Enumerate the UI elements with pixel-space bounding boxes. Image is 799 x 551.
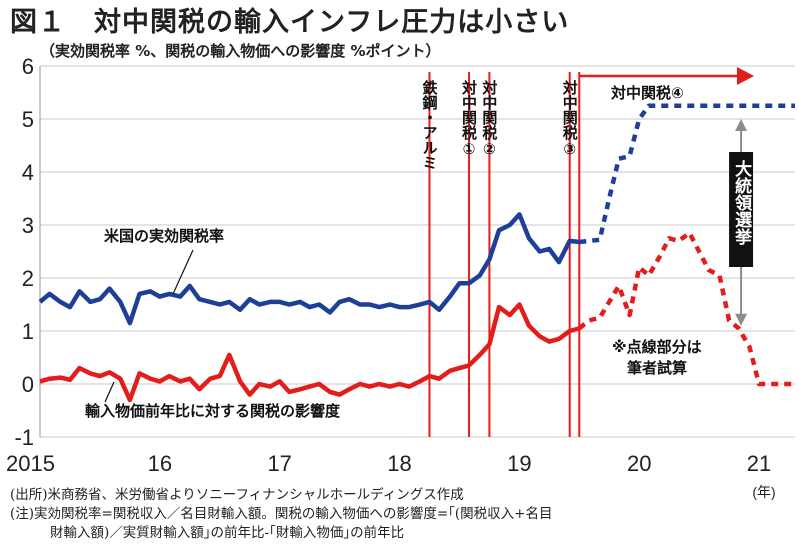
leader-line — [172, 249, 194, 295]
event-label: 鉄鋼・アルミ — [420, 79, 438, 170]
footnotes: (出所)米商務省、米労働省よりソニーフィナンシャルホールディングス作成 (注)実… — [10, 486, 795, 543]
definition-note: (注)実効関税率=関税収入／名目財輸入額。関税の輸入物価への影響度=｢(関税収入… — [10, 506, 553, 522]
series-line-estimate — [579, 103, 795, 245]
leader-line — [104, 381, 115, 403]
y-tick-label: 5 — [22, 107, 34, 132]
y-tick-label: 0 — [22, 372, 34, 397]
x-tick-label: 16 — [148, 451, 172, 476]
series-line-estimate — [577, 230, 795, 387]
y-tick-label: 6 — [22, 54, 34, 79]
definition-note-continued: 財輸入額)／実質財輸入額｣の前年比-｢財輸入物価｣の前年比 — [50, 525, 405, 541]
event-label: 対中関税① — [460, 79, 478, 158]
x-tick-label: 21 — [747, 451, 771, 476]
y-tick-label: -1 — [14, 425, 34, 450]
x-axis: 2015 16 17 18 19 20 21 (年) — [6, 451, 776, 500]
chart-subtitle: （実効関税率 %、関税の輸入物価への影響度 %ポイント） — [40, 42, 441, 60]
x-tick-label: 18 — [387, 451, 411, 476]
estimate-note: ※点線部分は — [612, 338, 702, 356]
x-tick-label: 17 — [267, 451, 291, 476]
source-note: (出所)米商務省、米労働省よりソニーフィナンシャルホールディングス作成 — [10, 487, 464, 503]
series-line — [39, 302, 580, 403]
x-tick-label: 19 — [507, 451, 531, 476]
callout-label: 大統領選挙 — [731, 159, 753, 246]
x-tick-label: 20 — [627, 451, 651, 476]
event-label: 対中関税② — [480, 79, 498, 158]
chart-title: 図１ 対中関税の輸入インフレ圧力は小さい — [10, 7, 570, 38]
event-label: 対中関税③ — [561, 79, 579, 158]
y-tick-label: 2 — [22, 266, 34, 291]
x-tick-label: 2015 — [6, 451, 55, 476]
y-tick-label: 3 — [22, 213, 34, 238]
y-tick-label: 1 — [22, 319, 34, 344]
callout-box — [729, 152, 754, 267]
series-line — [38, 212, 580, 326]
series-lines — [38, 103, 795, 403]
series-label-blue: 米国の実効関税率 — [104, 227, 224, 245]
event-arrow-head — [737, 67, 754, 85]
estimate-note: 筆者試算 — [627, 359, 687, 377]
series-label-red: 輸入物価前年比に対する関税の影響度 — [85, 402, 341, 420]
event-label: 対中関税④ — [610, 84, 684, 102]
x-unit-label: (年) — [752, 484, 775, 500]
gridlines — [39, 65, 795, 438]
range-arrow-head — [735, 119, 748, 131]
y-tick-label: 4 — [22, 160, 34, 185]
range-arrow-head — [735, 313, 748, 326]
y-axis: -1 0 1 2 3 4 5 6 — [14, 54, 34, 450]
event-lines: 鉄鋼・アルミ 対中関税① 対中関税② 対中関税③ 対中関税④ — [420, 67, 754, 437]
